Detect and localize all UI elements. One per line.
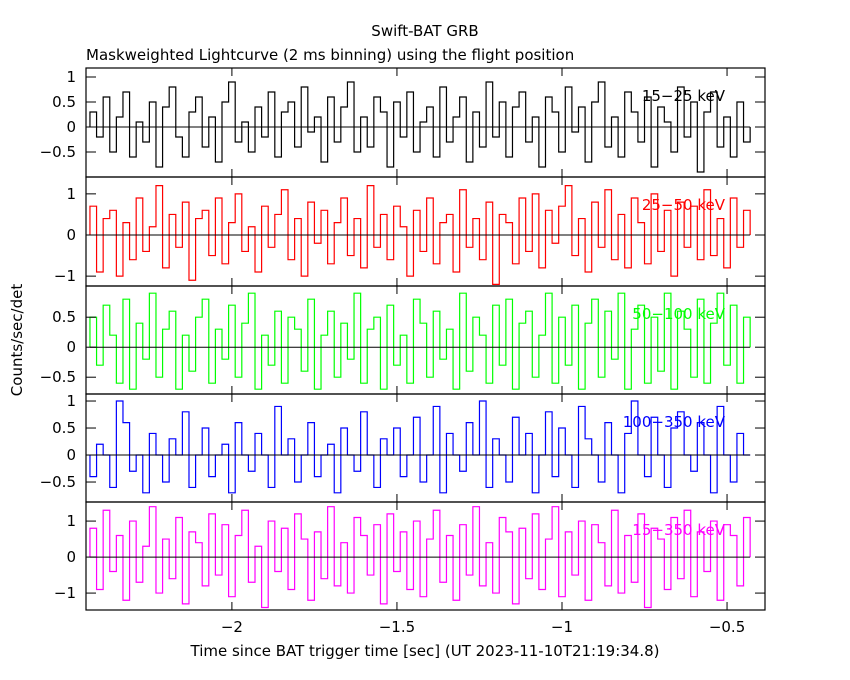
y-tick-label: 0 — [66, 118, 76, 136]
chart-title: Swift-BAT GRB — [371, 22, 478, 40]
series-25-50-kev — [89, 185, 751, 285]
series-50-100-kev — [89, 292, 751, 390]
y-tick-label: −1 — [54, 267, 76, 285]
y-tick-label: 0 — [66, 338, 76, 356]
panel-energy-label: 100−350 keV — [623, 413, 726, 431]
y-tick-label: −1 — [54, 584, 76, 602]
panel-100-350-kev: 1 0.5 0 −0.5 100−350 keV — [40, 392, 766, 503]
y-tick-label: 0.5 — [52, 419, 76, 437]
y-tick-label: −0.5 — [40, 473, 76, 491]
series-15-25-kev — [89, 81, 751, 173]
panel-frame — [85, 393, 766, 503]
y-tick-label: 0.5 — [52, 93, 76, 111]
series-15-350-kev — [89, 506, 751, 609]
panel-energy-label: 50−100 keV — [632, 305, 725, 323]
y-tick-label: 0 — [66, 226, 76, 244]
x-tick-label: −1 — [551, 618, 573, 636]
x-tick-label: −0.5 — [709, 618, 745, 636]
y-tick-label: 0 — [66, 446, 76, 464]
panel-frame — [85, 176, 766, 287]
panel-50-100-kev: 0.5 0 −0.5 50−100 keV — [40, 285, 766, 395]
y-axis-label: Counts/sec/det — [8, 284, 26, 397]
panel-energy-label: 25−50 keV — [642, 196, 726, 214]
y-tick-label: 0.5 — [52, 308, 76, 326]
panel-frame — [85, 285, 766, 395]
panel-25-50-kev: 1 0 −1 25−50 keV — [54, 176, 766, 287]
y-tick-label: 1 — [66, 185, 76, 203]
panel-energy-label: 15−25 keV — [642, 87, 726, 105]
x-axis-label: Time since BAT trigger time [sec] (UT 20… — [190, 642, 660, 660]
x-tick-label: −1.5 — [379, 618, 415, 636]
panel-frame — [85, 501, 766, 611]
y-tick-label: 1 — [66, 392, 76, 410]
chart-subtitle: Maskweighted Lightcurve (2 ms binning) u… — [86, 46, 574, 64]
y-tick-label: 1 — [66, 68, 76, 86]
y-tick-label: 0 — [66, 548, 76, 566]
panel-energy-label: 15−350 keV — [632, 521, 725, 539]
y-tick-label: 1 — [66, 512, 76, 530]
panel-15-350-kev: 1 0 −1 15−350 keV — [54, 501, 766, 611]
x-tick-label: −2 — [221, 618, 243, 636]
panel-15-25-kev: 1 0.5 0 −0.5 15−25 keV — [40, 67, 766, 178]
y-tick-label: −0.5 — [40, 368, 76, 386]
y-tick-label: −0.5 — [40, 143, 76, 161]
